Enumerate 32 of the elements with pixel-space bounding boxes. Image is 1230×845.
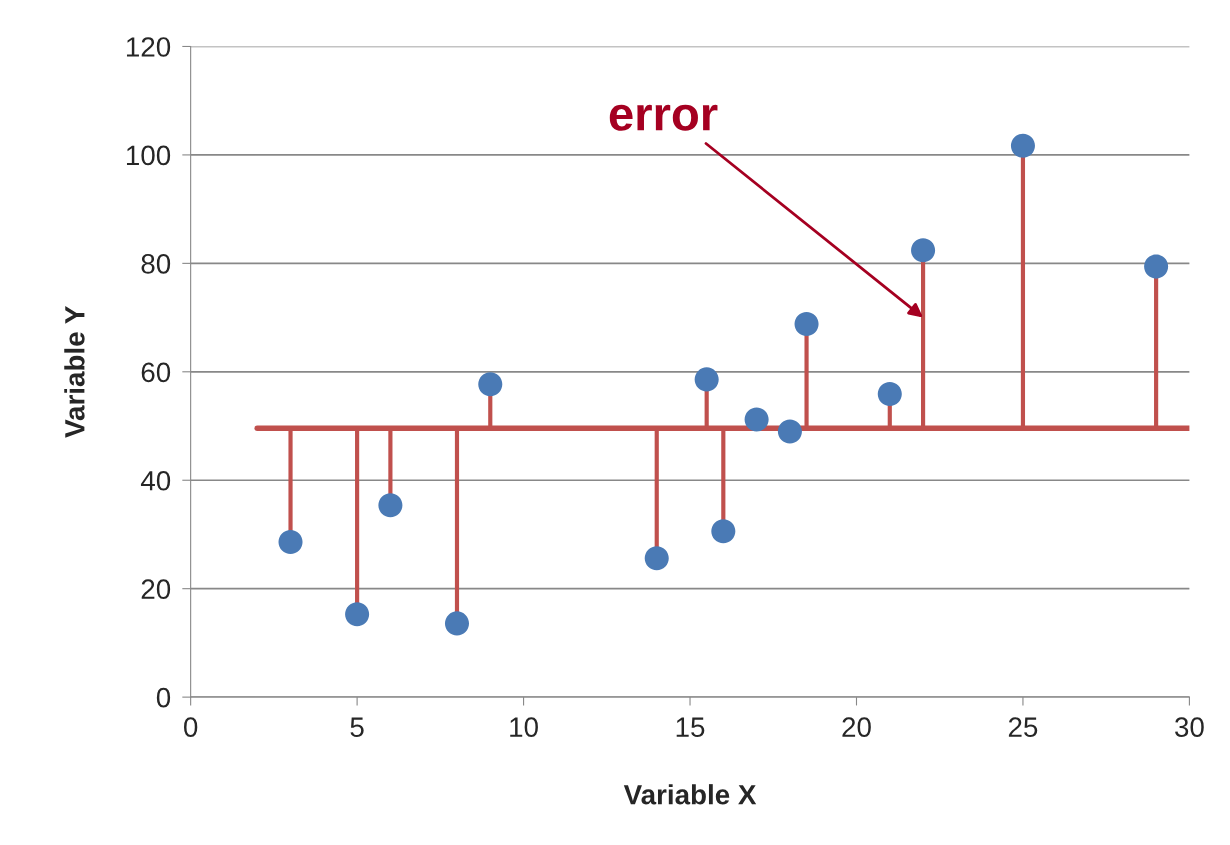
point (694, 367, 719, 392)
point (1144, 254, 1169, 279)
point (378, 493, 403, 518)
x-tick-label: 5 (350, 717, 364, 737)
x-tick-label: 15 (676, 717, 705, 737)
point (711, 519, 736, 544)
annotation: error (609, 104, 718, 131)
point (478, 372, 503, 397)
point (777, 419, 802, 444)
y-tick-label: 20 (141, 579, 171, 600)
y-tick-label: 0 (156, 687, 171, 708)
y-tick-label: 120 (126, 37, 171, 57)
x-tick-label: 25 (1008, 717, 1038, 737)
x-tick-label: 30 (1175, 717, 1204, 737)
point (911, 238, 936, 263)
point (278, 530, 303, 555)
x-tick-label: 20 (842, 717, 871, 737)
y-tick-label: 40 (140, 470, 171, 491)
y-tick-label: 80 (141, 254, 171, 274)
y-tick-label: 100 (126, 145, 171, 166)
x-axis-title: Variable X (623, 784, 757, 805)
point (744, 407, 769, 432)
x-tick-label: 10 (510, 717, 538, 737)
y-axis-title: Variable Y (64, 306, 85, 438)
point (1010, 133, 1035, 158)
y-tick-label: 60 (141, 362, 171, 383)
point (345, 602, 370, 627)
point (644, 546, 669, 571)
x-tick-label: 0 (184, 717, 198, 737)
point (794, 312, 819, 337)
point (444, 611, 470, 636)
point (877, 382, 902, 407)
